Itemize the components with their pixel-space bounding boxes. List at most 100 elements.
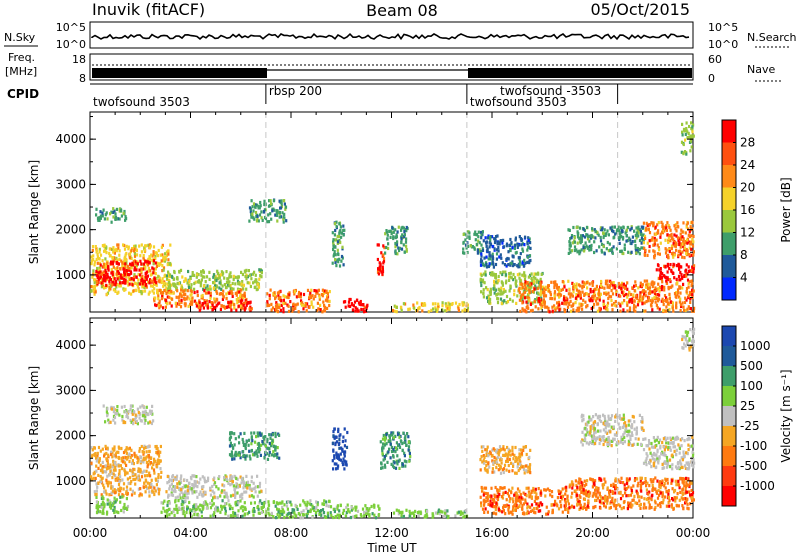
range-cell — [131, 262, 133, 265]
range-cell — [268, 504, 270, 507]
range-cell — [243, 294, 245, 297]
range-cell — [118, 254, 120, 257]
range-cell — [504, 290, 506, 293]
range-cell — [371, 505, 373, 508]
range-cell — [143, 470, 145, 473]
range-cell — [675, 229, 677, 232]
range-cell — [576, 226, 578, 229]
range-cell — [462, 512, 464, 515]
range-cell — [113, 410, 115, 413]
range-cell — [609, 284, 611, 287]
range-cell — [688, 132, 690, 135]
range-cell — [285, 219, 287, 222]
range-cell — [141, 404, 143, 407]
range-cell — [259, 482, 261, 485]
range-cell — [156, 483, 158, 486]
range-cell — [114, 290, 116, 293]
range-cell — [302, 513, 304, 516]
range-cell — [178, 507, 180, 510]
range-cell — [674, 292, 676, 295]
range-cell — [198, 481, 200, 484]
range-cell — [129, 476, 131, 479]
range-cell — [95, 465, 97, 468]
cpid-program-label: rbsp 200 — [269, 84, 322, 98]
range-cell — [656, 268, 658, 271]
range-cell — [245, 288, 247, 291]
range-cell — [403, 230, 405, 233]
range-cell — [130, 405, 132, 408]
range-cell — [252, 281, 254, 284]
range-cell — [543, 287, 545, 290]
range-cell — [598, 307, 600, 310]
range-cell — [434, 302, 436, 305]
range-cell — [329, 290, 331, 293]
range-cell — [257, 215, 259, 218]
range-cell — [139, 273, 141, 276]
range-cell — [693, 264, 695, 267]
range-cell — [388, 434, 390, 437]
range-cell — [188, 279, 190, 282]
range-cell — [674, 244, 676, 247]
range-cell — [600, 236, 602, 239]
range-cell — [209, 297, 211, 300]
range-cell — [280, 199, 282, 202]
range-cell — [242, 287, 244, 290]
range-cell — [141, 243, 143, 246]
range-cell — [110, 262, 112, 265]
range-cell — [330, 511, 332, 514]
range-cell — [276, 456, 278, 459]
range-cell — [675, 296, 677, 299]
range-cell — [513, 293, 515, 296]
range-cell — [537, 287, 539, 290]
range-cell — [422, 304, 424, 307]
range-cell — [508, 279, 510, 282]
range-cell — [180, 474, 182, 477]
range-cell — [298, 310, 300, 313]
range-cell — [219, 494, 221, 497]
range-cell — [605, 293, 607, 296]
range-cell — [264, 435, 266, 438]
range-cell — [116, 217, 118, 220]
range-cell — [626, 304, 628, 307]
range-cell — [626, 309, 628, 312]
range-cell — [103, 270, 105, 273]
range-cell — [641, 290, 643, 293]
range-cell — [485, 256, 487, 259]
range-cell — [510, 241, 512, 244]
range-cell — [482, 249, 484, 252]
range-cell — [95, 270, 97, 273]
range-cell — [100, 475, 102, 478]
range-cell — [184, 500, 186, 503]
range-cell — [273, 500, 275, 503]
range-cell — [129, 469, 131, 472]
range-cell — [96, 511, 98, 514]
range-cell — [148, 255, 150, 258]
range-cell — [549, 310, 551, 313]
range-cell — [666, 298, 668, 301]
range-cell — [530, 303, 532, 306]
range-cell — [210, 306, 212, 309]
range-cell — [648, 228, 650, 231]
range-cell — [224, 512, 226, 515]
range-cell — [119, 469, 121, 472]
range-cell — [513, 255, 515, 258]
range-cell — [373, 506, 375, 509]
range-cell — [109, 276, 111, 279]
range-cell — [618, 229, 620, 232]
range-cell — [184, 494, 186, 497]
range-cell — [649, 245, 651, 248]
range-cell — [691, 145, 693, 148]
range-cell — [193, 288, 195, 291]
range-cell — [632, 236, 634, 239]
range-cell — [663, 274, 665, 277]
range-cell — [387, 234, 389, 237]
range-cell — [332, 231, 334, 234]
range-cell — [404, 250, 406, 253]
range-cell — [109, 481, 111, 484]
range-cell — [483, 273, 485, 276]
range-cell — [654, 290, 656, 293]
range-cell — [251, 212, 253, 215]
range-cell — [241, 515, 243, 518]
range-cell — [537, 292, 539, 295]
range-cell — [144, 249, 146, 252]
